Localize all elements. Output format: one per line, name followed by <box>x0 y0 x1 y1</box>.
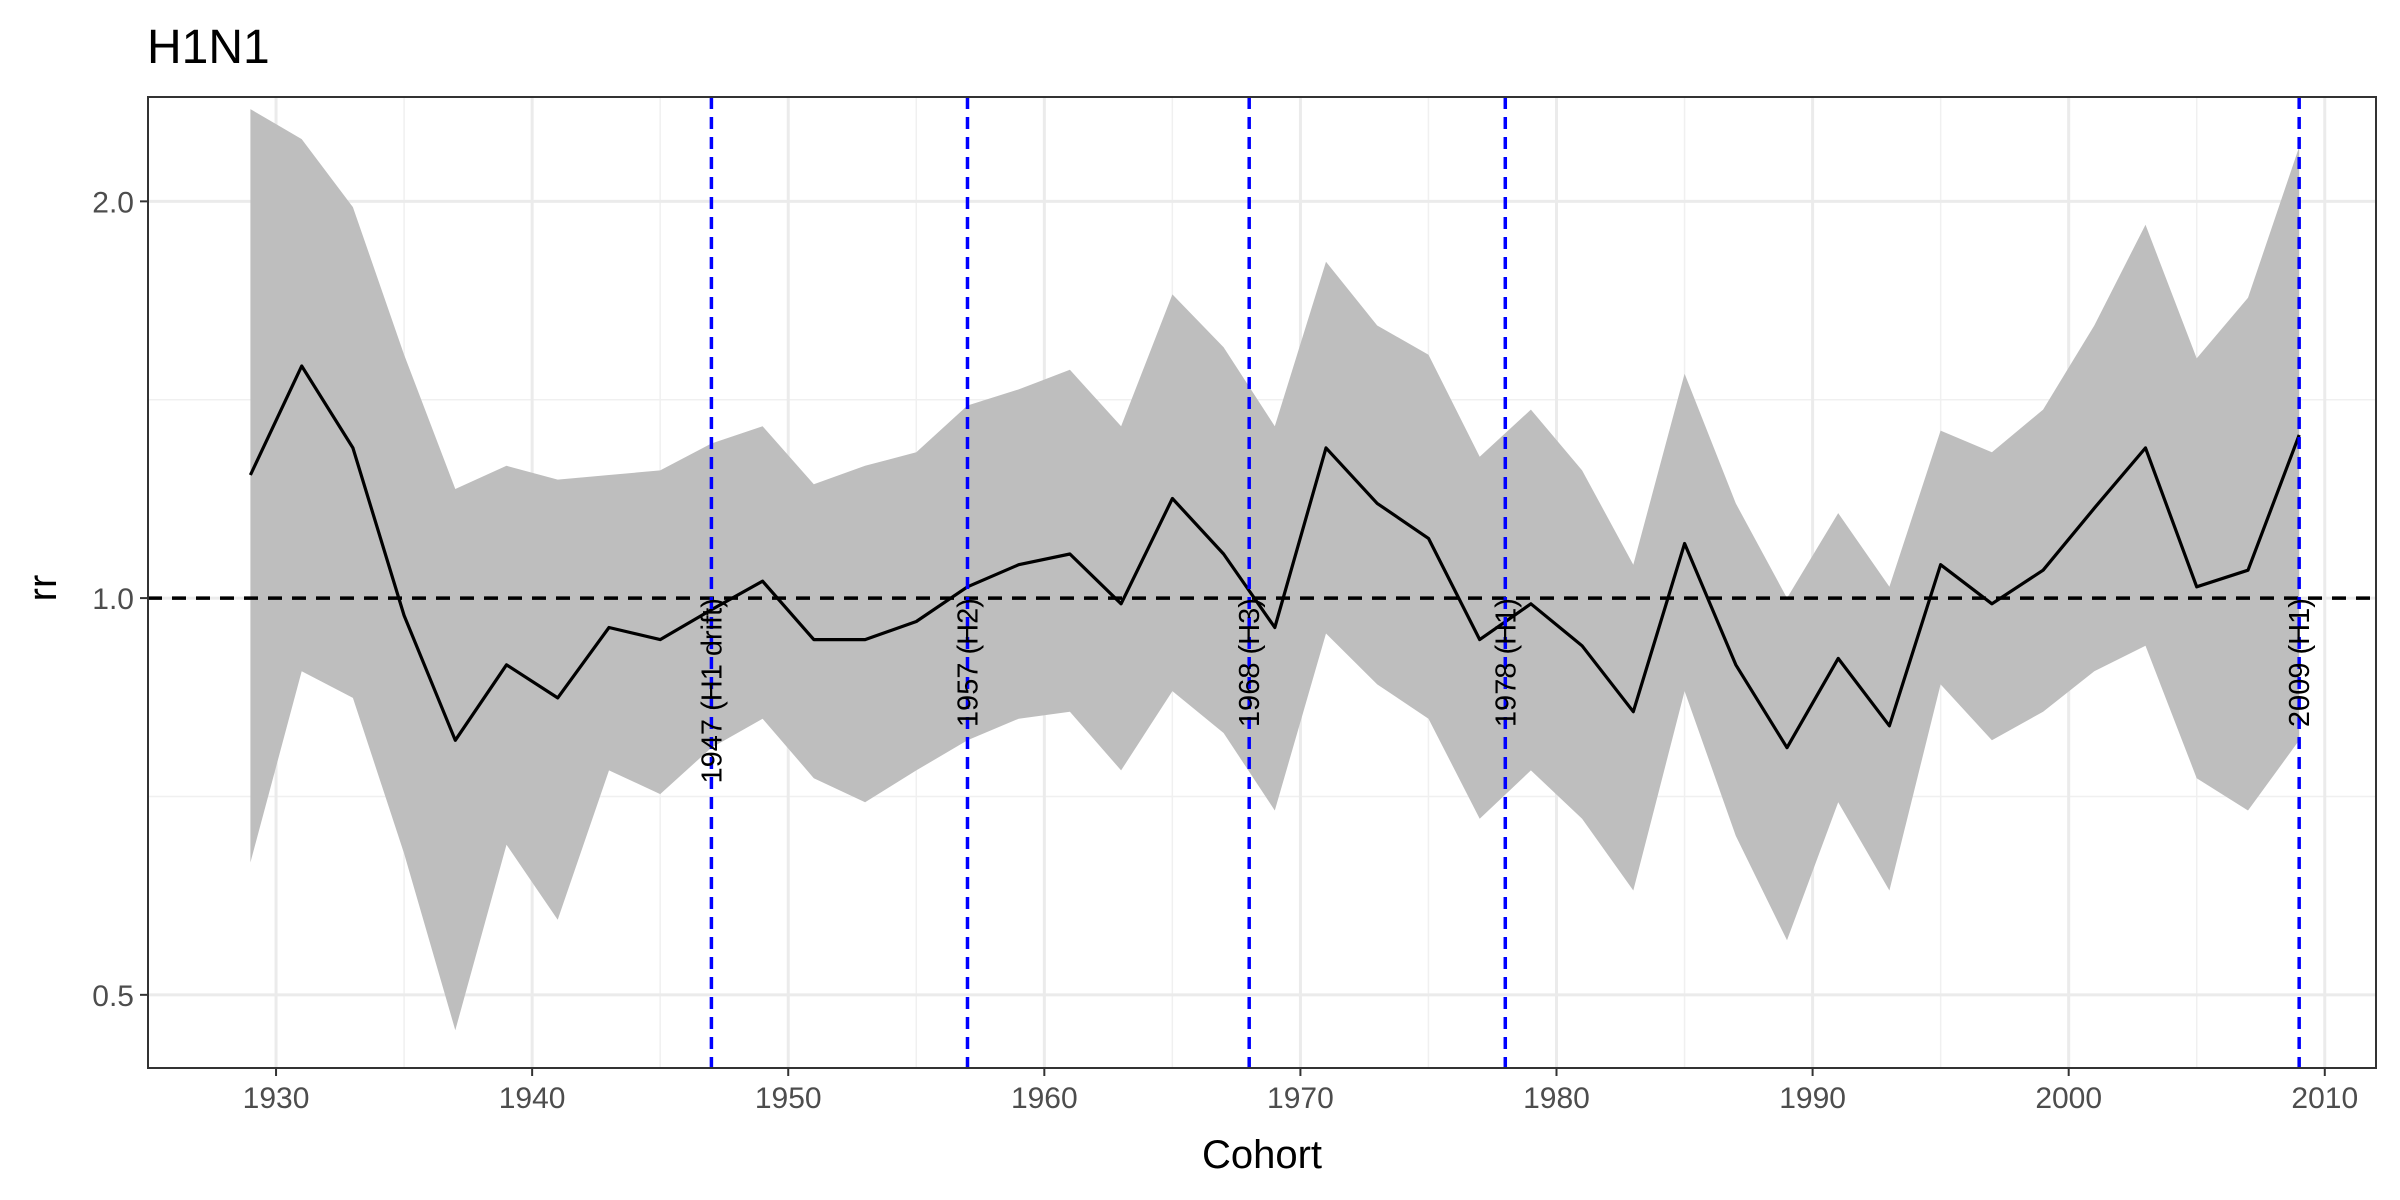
event-label: 1978 (H1) <box>1490 598 1522 727</box>
x-tick-label: 1960 <box>1011 1082 1078 1115</box>
x-tick-label: 1940 <box>499 1082 566 1115</box>
x-tick-label: 1970 <box>1267 1082 1334 1115</box>
y-tick-label: 0.5 <box>92 980 134 1013</box>
event-label: 1968 (H3) <box>1234 598 1266 727</box>
plot-area: 1947 (H1 drift) 1957 (H2) 1968 (H3) 1978 (H… <box>92 96 2377 1115</box>
y-tick-label: 1.0 <box>92 583 134 616</box>
event-label: 1947 (H1 drift) <box>696 598 728 783</box>
x-tick-label: 2010 <box>2291 1082 2358 1115</box>
x-tick-label: 1930 <box>243 1082 310 1115</box>
event-label: 1957 (H2) <box>953 598 985 727</box>
event-label: 2009 (H1) <box>2284 598 2316 727</box>
x-tick-label: 1950 <box>755 1082 822 1115</box>
x-tick-label: 2000 <box>2035 1082 2102 1115</box>
x-tick-label: 1980 <box>1523 1082 1590 1115</box>
y-axis-title: rr <box>21 575 65 602</box>
confidence-band <box>250 109 2300 1031</box>
y-tick-label: 2.0 <box>92 186 134 219</box>
chart-title: H1N1 <box>147 21 270 74</box>
x-axis-title: Cohort <box>1202 1133 1322 1177</box>
x-tick-label: 1990 <box>1779 1082 1846 1115</box>
panel-border <box>147 96 2377 1069</box>
